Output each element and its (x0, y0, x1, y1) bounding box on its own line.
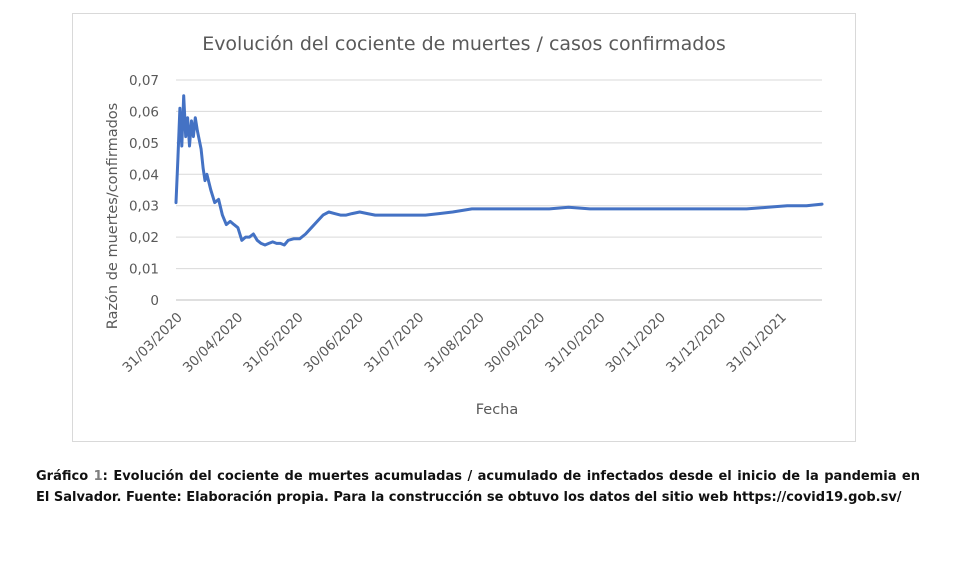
caption-number: 1 (93, 469, 103, 484)
y-tick-label: 0,03 (129, 199, 159, 215)
y-tick-label: 0,07 (129, 73, 159, 89)
y-axis-title: Razón de muertes/confirmados (105, 103, 121, 329)
x-axis-title: Fecha (476, 402, 519, 418)
x-tick-label: 30/09/2020 (482, 310, 548, 376)
y-tick-label: 0,01 (129, 262, 159, 278)
x-axis-ticks: 31/03/202030/04/202031/05/202030/06/2020… (119, 310, 789, 376)
x-tick-label: 31/12/2020 (663, 310, 729, 376)
x-tick-label: 31/05/2020 (240, 310, 306, 376)
caption-text: : Evolución del cociente de muertes acum… (36, 469, 921, 505)
chart-frame (72, 13, 856, 442)
x-tick-label: 31/07/2020 (361, 310, 427, 376)
y-axis-ticks: 0 0,01 0,02 0,03 0,04 0,05 0,06 0,07 (129, 73, 159, 309)
y-tick-label: 0,02 (129, 230, 159, 246)
x-tick-label: 31/03/2020 (119, 310, 185, 376)
x-tick-label: 30/04/2020 (180, 310, 246, 376)
chart-title: Evolución del cociente de muertes / caso… (202, 33, 726, 55)
x-tick-label: 31/10/2020 (542, 310, 608, 376)
y-tick-label: 0,05 (129, 136, 159, 152)
x-tick-label: 31/01/2021 (723, 310, 789, 376)
x-tick-label: 31/08/2020 (421, 310, 487, 376)
x-tick-label: 30/11/2020 (603, 310, 669, 376)
y-tick-label: 0,04 (129, 167, 159, 183)
y-tick-label: 0 (150, 293, 159, 309)
caption-prefix: Gráfico (36, 469, 94, 484)
grid (176, 79, 822, 301)
figure-caption: Gráfico 1: Evolución del cociente de mue… (36, 466, 920, 508)
x-tick-label: 30/06/2020 (301, 310, 367, 376)
y-tick-label: 0,06 (129, 104, 159, 120)
series-line (174, 94, 824, 247)
